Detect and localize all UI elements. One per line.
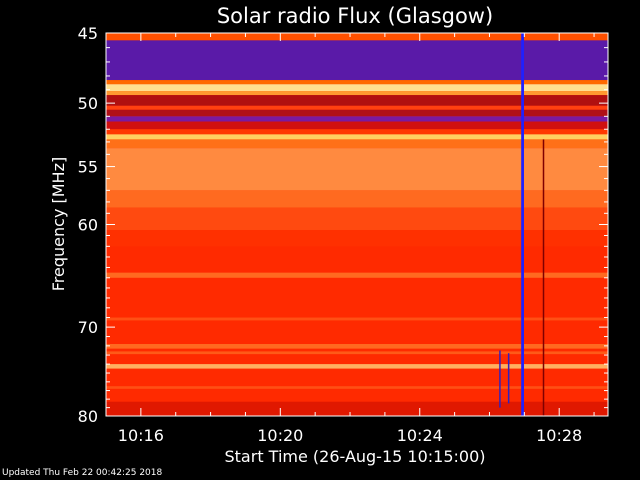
frequency-band [106,364,608,369]
frequency-band [106,91,608,96]
frequency-band [106,317,608,321]
frequency-band [106,401,608,416]
x-axis-label: Start Time (26-Aug-15 10:15:00) [225,447,486,466]
frequency-band [106,105,608,110]
frequency-band [106,272,608,278]
frequency-band [106,84,608,92]
frequency-band [106,148,608,191]
x-tick-label: 10:20 [257,426,303,445]
radio-burst [542,139,545,416]
y-axis: 45 50 55 60 70 80 [78,24,608,426]
frequency-band [106,129,608,135]
y-axis-label: Frequency [MHz] [49,157,68,291]
frequency-band [106,95,608,106]
frequency-band [106,109,608,117]
y-tick-label: 60 [78,216,98,235]
frequency-band [106,40,608,81]
frequency-band [106,207,608,231]
frequency-band [106,386,608,389]
radio-burst [521,33,524,416]
update-timestamp: Updated Thu Feb 22 00:42:25 2018 [2,468,163,478]
x-axis: 10:16 10:20 10:24 10:28 [105,33,595,445]
radio-burst [499,350,501,408]
spectrogram-plot-area [105,32,609,417]
frequency-band [106,190,608,208]
y-tick-label: 55 [78,158,98,177]
radio-burst [507,353,510,404]
chart-title: Solar radio Flux (Glasgow) [217,4,493,28]
frequency-band [106,33,608,41]
frequency-band [106,121,608,130]
frequency-band [106,344,608,349]
y-tick-label: 45 [78,24,98,43]
x-tick-label: 10:28 [536,426,582,445]
frequency-band [106,351,608,355]
frequency-band [106,230,608,247]
frequency-band [106,134,608,140]
y-tick-label: 50 [78,94,98,113]
y-tick-label: 80 [78,407,98,426]
frequency-band [106,139,608,149]
frequency-band [106,116,608,122]
y-tick-label: 70 [78,318,98,337]
frequency-band [106,80,608,85]
x-tick-label: 10:24 [397,426,443,445]
x-tick-label: 10:16 [118,426,164,445]
